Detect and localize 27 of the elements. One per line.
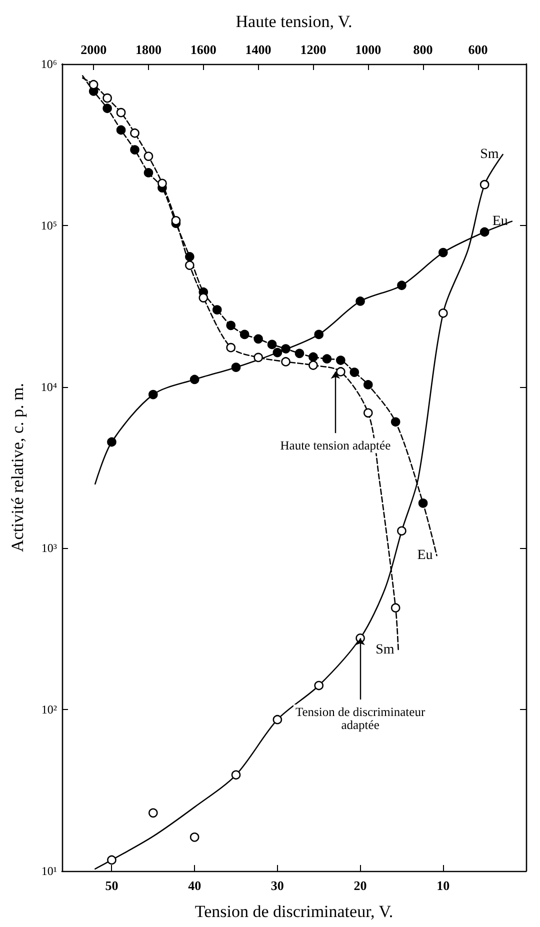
x2-tick-label: 1800 <box>135 42 162 57</box>
x-tick-label: 10 <box>436 878 450 893</box>
annotation: Tension de discriminateur adaptée <box>295 705 426 732</box>
y-tick-label: 10⁵ <box>40 218 57 232</box>
x-axis-title: Tension de discriminateur, V. <box>194 902 394 921</box>
x-tick-label: 40 <box>188 878 202 893</box>
y-tick-label: 10² <box>41 702 58 717</box>
y-tick-label: 10³ <box>41 541 58 556</box>
x-tick-label: 30 <box>270 878 284 893</box>
x2-axis-title: Haute tension, V. <box>236 12 352 31</box>
series-label: Sm <box>376 642 394 658</box>
y-tick-label: 10⁴ <box>40 380 57 394</box>
annotation: Haute tension adaptée <box>280 438 392 453</box>
x2-tick-label: 2000 <box>80 42 107 57</box>
y-axis-title: Activité relative, c. p. m. <box>8 383 27 552</box>
x2-tick-label: 1200 <box>300 42 326 57</box>
series-label: Sm <box>480 146 499 162</box>
series-label: Eu <box>417 548 433 564</box>
x2-tick-label: 600 <box>468 42 488 57</box>
x2-tick-label: 1000 <box>355 42 382 57</box>
x2-tick-label: 1400 <box>245 42 272 57</box>
y-tick-label: 10⁶ <box>40 57 57 71</box>
x2-tick-label: 1600 <box>190 42 216 57</box>
x2-tick-label: 800 <box>413 42 433 57</box>
x-tick-label: 50 <box>105 878 118 893</box>
x-tick-label: 20 <box>354 878 367 893</box>
y-tick-label: 10¹ <box>41 864 58 878</box>
